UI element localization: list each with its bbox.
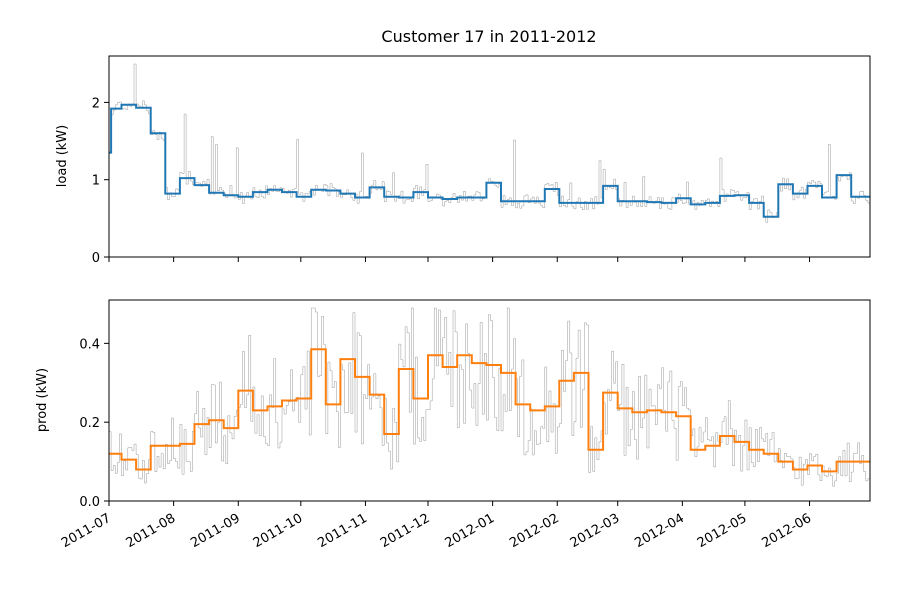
panel-prod: 0.00.20.4 2011-07 2011-08 2011-09 2011-10 20… bbox=[35, 299, 871, 551]
prod-ylabel: prod (kW) bbox=[35, 368, 50, 432]
load-y-ticks: 0 1 2 bbox=[92, 96, 109, 266]
load-weekly-series bbox=[109, 103, 870, 218]
xtick-label: 2012-06 bbox=[760, 511, 815, 551]
prod-x-ticks: 2011-07 2011-08 2011-09 2011-10 2011-11 2011-… bbox=[59, 501, 814, 551]
panel-load: 0 1 2 load (kW) bbox=[55, 55, 871, 266]
load-ytick-label: 1 bbox=[92, 174, 100, 189]
xtick-label: 2011-10 bbox=[251, 511, 306, 551]
prod-axes-frame bbox=[108, 299, 871, 502]
load-x-ticks bbox=[108, 257, 811, 262]
load-daily-line bbox=[109, 63, 870, 223]
prod-y-ticks: 0.0 0.2 0.4 bbox=[79, 337, 109, 510]
load-daily-series bbox=[109, 63, 870, 223]
xtick-label: 2011-11 bbox=[315, 511, 370, 551]
prod-daily-series bbox=[109, 307, 870, 487]
load-weekly-line bbox=[109, 103, 870, 218]
xtick-label: 2012-02 bbox=[507, 511, 562, 551]
xtick-label: 2011-12 bbox=[378, 511, 433, 551]
xtick-label: 2012-03 bbox=[568, 511, 623, 551]
prod-ytick-label: 0.0 bbox=[79, 495, 100, 510]
xtick-label: 2011-07 bbox=[59, 511, 114, 551]
xtick-label: 2012-01 bbox=[443, 511, 498, 551]
prod-ytick-label: 0.4 bbox=[79, 337, 100, 352]
load-ytick-label: 0 bbox=[92, 251, 100, 266]
load-ylabel: load (kW) bbox=[55, 125, 70, 187]
prod-weekly-series bbox=[109, 348, 870, 473]
prod-daily-line bbox=[109, 307, 870, 487]
load-ytick-label: 2 bbox=[92, 96, 100, 111]
load-axes-frame bbox=[108, 55, 871, 258]
xtick-label: 2012-05 bbox=[695, 511, 750, 551]
xtick-label: 2011-09 bbox=[188, 511, 243, 551]
xtick-label: 2011-08 bbox=[124, 511, 179, 551]
xtick-label: 2012-04 bbox=[632, 511, 687, 551]
prod-ytick-label: 0.2 bbox=[79, 416, 100, 431]
chart-title: Customer 17 in 2011-2012 bbox=[381, 27, 596, 46]
prod-weekly-line bbox=[109, 348, 870, 473]
